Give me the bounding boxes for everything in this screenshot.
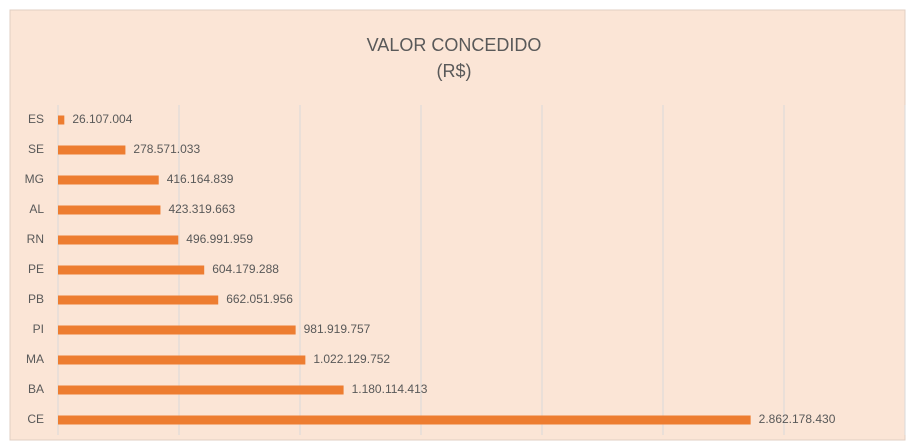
y-tick-label: BA [28,382,44,396]
y-tick-label: ES [28,112,44,126]
y-tick-label: RN [27,232,44,246]
y-tick-label: AL [29,202,44,216]
bar [58,265,205,275]
value-label: 278.571.033 [133,142,200,156]
bar [58,115,65,125]
chart-subtitle: (R$) [437,61,472,81]
bar [58,325,296,335]
value-label: 496.991.959 [186,232,253,246]
bar [58,355,306,365]
value-label: 416.164.839 [167,172,234,186]
value-label: 26.107.004 [72,112,132,126]
y-tick-label: SE [28,142,44,156]
y-tick-label: PE [28,262,44,276]
value-label: 604.179.288 [212,262,279,276]
bar [58,145,126,155]
y-tick-label: CE [27,412,44,426]
chart-title: VALOR CONCEDIDO [367,35,542,55]
y-tick-label: PI [33,322,44,336]
bar [58,385,344,395]
bar [58,205,161,215]
value-label: 981.919.757 [304,322,371,336]
value-label: 2.862.178.430 [759,412,836,426]
bar [58,295,219,305]
y-tick-label: MA [26,352,44,366]
chart-background [9,9,906,441]
value-label: 662.051.956 [226,292,293,306]
bar [58,235,179,245]
bar [58,415,751,425]
value-label: 1.180.114.413 [352,382,428,396]
value-label: 1.022.129.752 [313,352,390,366]
y-tick-label: MG [25,172,44,186]
bar [58,175,159,185]
value-label: 423.319.663 [168,202,235,216]
y-tick-label: PB [28,292,44,306]
